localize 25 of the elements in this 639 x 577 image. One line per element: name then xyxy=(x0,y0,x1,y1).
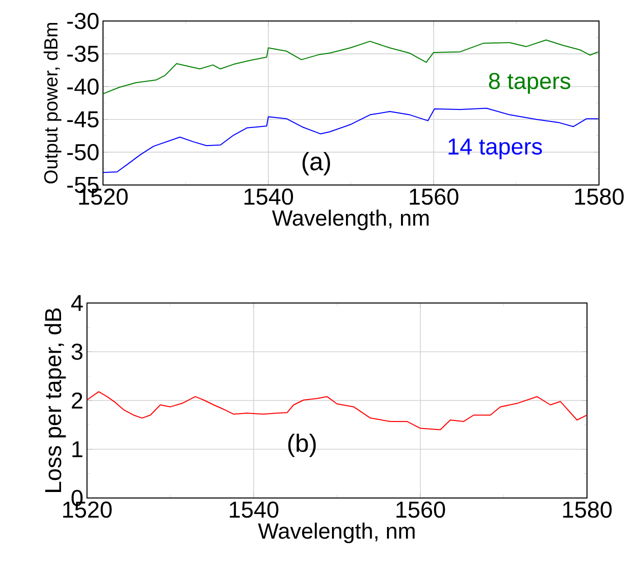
y-tick-label: -35 xyxy=(67,46,99,62)
series-label: 14 tapers xyxy=(448,138,542,160)
y-tick-label: 1 xyxy=(72,441,82,458)
y-tick-label: -50 xyxy=(67,144,99,160)
line-series xyxy=(103,40,599,94)
x-tick-label: 1580 xyxy=(575,188,624,205)
y-tick-label: -40 xyxy=(67,78,99,95)
y-axis-title: Output power, dBm xyxy=(44,22,62,184)
y-axis-title: Loss per taper, dB xyxy=(44,308,66,492)
x-tick-label: 1560 xyxy=(410,188,458,205)
annotation: (b) xyxy=(288,434,316,457)
series-label: 8 tapers xyxy=(489,72,570,94)
x-tick-label: 1540 xyxy=(244,188,294,205)
x-tick-label: 1540 xyxy=(230,502,278,518)
x-tick-label: 1560 xyxy=(396,502,446,518)
x-tick-label: 1580 xyxy=(563,502,612,518)
x-axis-title: Wavelength, nm xyxy=(258,522,415,544)
y-tick-label: 4 xyxy=(71,295,83,311)
y-tick-label: -30 xyxy=(67,12,99,30)
y-tick-label: 2 xyxy=(72,392,82,409)
y-tick-label: -45 xyxy=(67,111,99,128)
x-axis-title: Wavelength, nm xyxy=(272,210,429,230)
line-series xyxy=(87,391,587,430)
y-tick-label: 3 xyxy=(72,344,82,360)
annotation: (a) xyxy=(302,152,330,176)
